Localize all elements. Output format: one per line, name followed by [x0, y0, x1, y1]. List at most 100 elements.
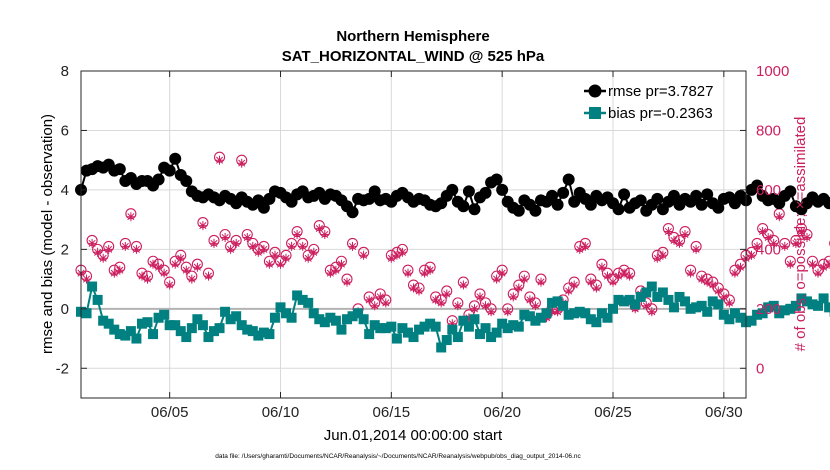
bias-point: [646, 281, 657, 292]
bias-point: [519, 309, 530, 320]
assimilated-point: [303, 253, 313, 263]
legend-bias-marker: [589, 107, 601, 119]
bias-point: [231, 311, 242, 322]
y-tick-label-right: 0: [756, 360, 764, 377]
bias-point: [308, 308, 319, 319]
assimilated-point: [104, 244, 114, 254]
assimilated-point: [553, 307, 563, 317]
bias-point: [425, 318, 436, 329]
assimilated-point: [813, 268, 823, 278]
bias-point: [763, 302, 774, 313]
assimilated-point: [680, 230, 690, 239]
assimilated-point: [481, 301, 490, 311]
assimilated-point: [796, 227, 806, 236]
bias-point: [508, 320, 519, 331]
bias-point: [691, 302, 702, 313]
bias-point: [109, 324, 120, 335]
y-tick-label: 0: [61, 301, 69, 318]
y-tick-label-right: 800: [756, 122, 781, 139]
bias-point: [170, 320, 181, 331]
assimilated-point: [325, 268, 335, 278]
assimilated-point: [348, 241, 357, 251]
bias-point: [530, 315, 541, 326]
assimilated-point: [386, 253, 396, 263]
assimilated-point: [475, 292, 485, 302]
assimilated-point: [713, 286, 723, 296]
bias-point: [414, 324, 425, 335]
rmse-point: [557, 186, 570, 199]
assimilated-point: [176, 253, 186, 263]
assimilated-point: [159, 268, 169, 278]
assimilated-point: [508, 292, 518, 302]
y-tick-label-right: 600: [756, 182, 781, 199]
assimilated-point: [93, 247, 103, 257]
assimilated-point: [497, 268, 507, 278]
bias-point: [591, 317, 602, 328]
y-axis-label: rmse and bias (model - observation): [39, 114, 56, 354]
assimilated-point: [774, 212, 784, 222]
bias-point: [641, 287, 652, 298]
assimilated-point: [131, 244, 141, 254]
rmse-point: [712, 201, 725, 214]
bias-point: [746, 315, 757, 326]
assimilated-point: [420, 268, 430, 278]
assimilated-point: [580, 241, 590, 251]
assimilated-point: [447, 319, 457, 329]
rmse-point: [618, 188, 631, 201]
rmse-point: [496, 183, 509, 196]
legend-rmse-marker: [588, 84, 602, 98]
bias-point: [541, 308, 552, 319]
bias-point: [142, 317, 153, 328]
rmse-point: [690, 189, 703, 202]
y-tick-label: 6: [61, 122, 69, 139]
bias-point: [580, 308, 591, 319]
bias-point: [447, 324, 458, 335]
bias-point: [613, 294, 624, 305]
assimilated-point: [264, 259, 274, 269]
assimilated-point: [281, 253, 291, 263]
bias-point: [491, 327, 502, 338]
assimilated-point: [652, 253, 662, 263]
bias-point: [353, 308, 364, 319]
assimilated-point: [115, 265, 125, 275]
bias-point: [164, 320, 175, 331]
bias-point: [630, 299, 641, 310]
assimilated-point: [752, 241, 762, 251]
assimilated-point: [802, 233, 812, 242]
assimilated-point: [370, 301, 380, 311]
bias-point: [674, 291, 685, 302]
bias-point: [225, 314, 236, 325]
bias-point: [463, 321, 474, 332]
assimilated-point: [337, 259, 346, 269]
bias-point: [813, 300, 824, 311]
assimilated-point: [514, 283, 524, 293]
assimilated-point: [126, 212, 136, 222]
bias-point: [458, 315, 469, 326]
bias-point: [707, 296, 718, 307]
bias-point: [209, 326, 219, 337]
bias-point: [818, 293, 829, 304]
y-tick-label: 8: [61, 63, 69, 80]
bias-point: [696, 300, 707, 311]
bias-point: [735, 312, 746, 323]
bias-point: [480, 323, 491, 334]
assimilated-point: [464, 313, 474, 323]
bias-point: [752, 309, 763, 320]
bias-point: [330, 315, 341, 326]
rmse-point: [368, 185, 381, 198]
assimilated-point: [724, 298, 734, 308]
bias-point: [535, 312, 546, 323]
bias-point: [807, 299, 818, 310]
series-layer: [75, 151, 830, 353]
bias-point: [497, 318, 508, 329]
bias-point: [303, 297, 314, 308]
bias-point: [441, 335, 452, 346]
assimilated-point: [736, 262, 745, 272]
bias-point: [619, 296, 630, 307]
rmse-point: [584, 198, 597, 211]
bias-point: [569, 308, 580, 319]
bias-point: [325, 312, 336, 323]
bias-point: [275, 302, 286, 313]
bias-point: [547, 297, 558, 308]
bias-point: [702, 306, 713, 317]
